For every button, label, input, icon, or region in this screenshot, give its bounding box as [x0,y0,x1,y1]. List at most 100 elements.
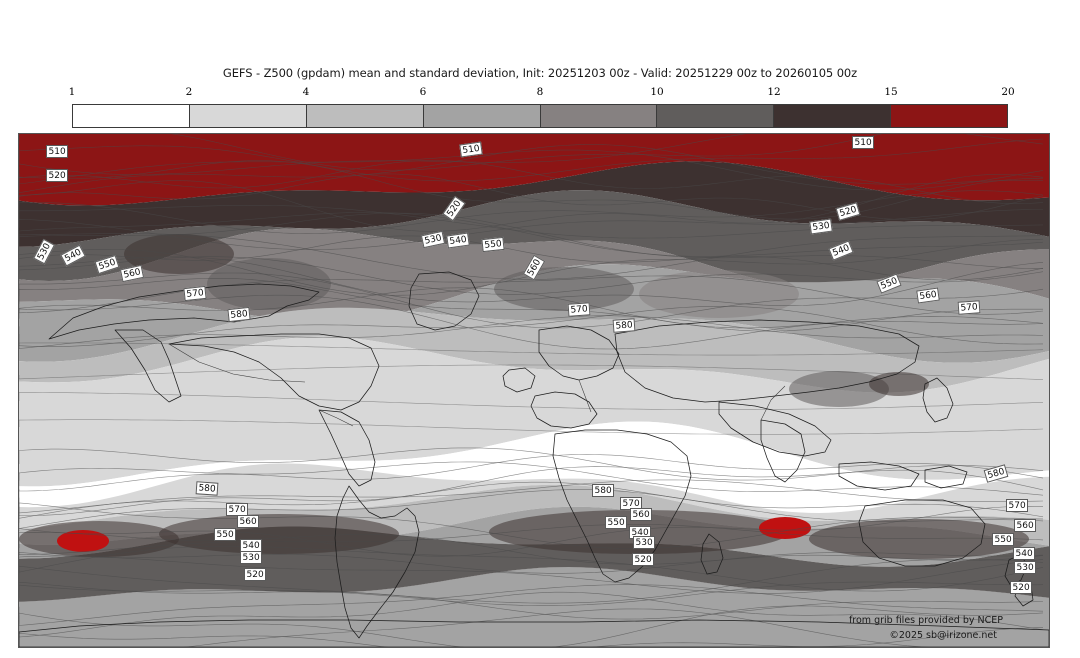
contour-line [19,149,1044,191]
colorbar-tick-label: 12 [767,86,781,98]
contour-label: 550 [214,528,237,541]
contour-lines-layer [19,134,1044,647]
contour-label: 520 [46,169,69,182]
contour-line [19,160,1044,220]
coastline [614,319,920,403]
stddev-maxima-layer [57,517,811,552]
contour-line [19,461,1044,496]
contour-line [19,160,1044,204]
contour-label: 530 [240,551,263,564]
contour-label: 510 [852,136,875,149]
contour-line [19,315,1044,349]
border-line [168,343,306,383]
contour-line [19,256,1044,295]
contour-label: 530 [633,536,656,549]
stddev-blob [639,270,799,318]
contour-label: 530 [1014,561,1037,574]
page-title: GEFS - Z500 (gpdam) mean and standard de… [222,66,858,80]
contour-line [19,545,1044,592]
contour-line [19,531,1044,565]
contour-line [19,551,1044,574]
colorbar-swatch [774,105,892,127]
contour-label: 570 [567,302,591,317]
stddev-blob [207,258,331,310]
coastline [922,377,954,423]
contour-line [19,555,1044,594]
contour-line [19,479,1044,514]
contour-line [19,272,1044,329]
contour-label: 520 [632,553,655,566]
coastline [502,367,536,393]
stddev-blob [494,267,634,311]
contour-label: 560 [1014,519,1037,532]
contour-line [19,134,1044,175]
colorbar-tick-label: 2 [185,86,193,98]
stddev-shading-layer [19,134,1049,647]
contour-line [19,581,1044,620]
contour-line [19,581,1044,607]
contour-line [19,502,1044,549]
coastline [924,465,968,489]
colorbar-tick-labels: 1 2 4 6 8 10 12 15 20 [69,86,1015,102]
contour-line [19,212,1044,257]
stddev-maximum [759,517,811,539]
contour-line [19,505,1044,557]
coastline [858,499,986,567]
coastlines-layer [19,271,1049,647]
stddev-blob [789,371,889,407]
map-panel[interactable]: 510 520 530 540 550 560 570 580 510 520 530 540 550 5… [18,133,1050,648]
contour-label: 510 [46,145,69,158]
border-line [760,385,786,421]
contour-line [19,174,1044,232]
colorbar-tick-label: 20 [1001,86,1015,98]
contour-label: 580 [195,481,219,496]
contour-line [19,173,1044,220]
coastline [700,533,724,575]
colorbar-tick-label: 15 [884,86,898,98]
stddev-band [19,463,1049,530]
colorbar-swatch [306,105,424,127]
contour-line [19,364,1044,380]
contour-line [19,205,1044,239]
contour-line [19,190,1044,234]
contour-line [19,294,1044,350]
contour-label: 570 [183,285,207,302]
contour-line [19,419,1044,435]
colorbar-swatch [540,105,658,127]
contour-label: 520 [244,568,267,581]
border-line [578,379,592,413]
contour-line [19,392,1044,410]
colorbar-tick-label: 8 [536,86,544,98]
colorbar-swatch [73,105,190,127]
coastline [760,419,806,483]
colorbar-swatch [189,105,307,127]
stddev-blob [404,420,494,448]
contour-line [19,584,1044,626]
coastline [19,619,1049,647]
contour-line [19,342,1044,356]
colorbar-swatch [891,105,1007,127]
coastline [530,391,598,429]
contour-label: 580 [227,306,251,323]
contour-label: 550 [992,533,1015,546]
contour-line [19,144,1044,194]
colorbar-tick-label: 10 [650,86,664,98]
colorbar-tick-label: 6 [419,86,427,98]
colorbar-swatch [657,105,775,127]
contour-line [19,608,929,647]
contour-line [19,605,1044,647]
contour-line [19,275,1044,315]
map-canvas [19,134,1049,647]
colorbar: 1 2 4 6 8 10 12 15 20 [69,86,1015,130]
coastline [718,401,832,457]
colorbar-gradient [72,104,1008,128]
colorbar-swatch [423,105,541,127]
contour-label: 580 [592,484,615,497]
stddev-band [19,307,1049,393]
contour-line [19,238,1044,296]
contour-label: 550 [605,516,628,529]
contour-line [19,212,1043,269]
coastline [334,485,420,639]
contour-line [19,209,1043,250]
coastline [838,461,920,491]
